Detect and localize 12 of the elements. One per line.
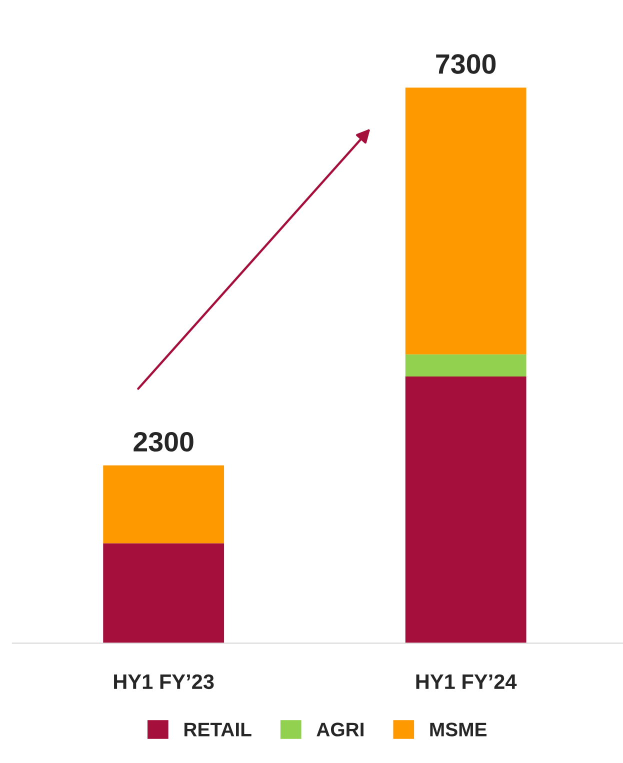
annotation: 2300 (134, 432, 194, 452)
bar (103, 543, 224, 644)
annotation: 7300 (436, 54, 496, 74)
legend-label: RETAIL (184, 722, 252, 736)
x-tick-label: HY1 FY’23 (114, 674, 214, 690)
bar (405, 88, 526, 354)
legend-label: MSME (430, 722, 486, 736)
bar (103, 465, 224, 544)
bar (405, 376, 526, 644)
bar (405, 354, 526, 377)
legend-label: AGRI (316, 722, 364, 736)
x-tick-label: HY1 FY’24 (416, 674, 517, 689)
